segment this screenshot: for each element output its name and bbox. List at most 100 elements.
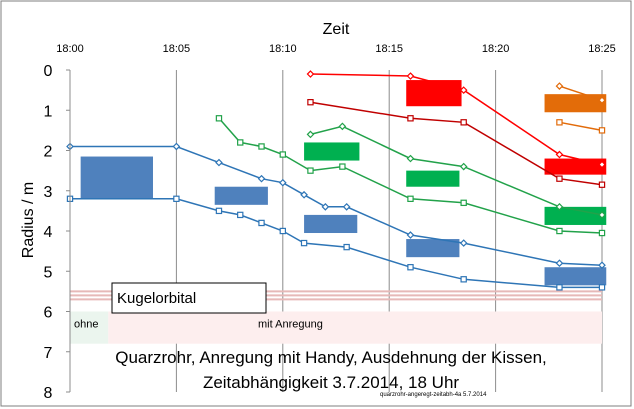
- blue-diamond-point-1: [172, 142, 181, 151]
- y-tick-label-0: 0: [44, 63, 53, 80]
- blue-diamond-point-9: [459, 239, 468, 247]
- blue-square-point-9: [460, 276, 467, 283]
- y-tick-label-5: 5: [44, 264, 53, 281]
- block-layer: [80, 80, 607, 286]
- x-tick-label-1: 18:05: [163, 43, 191, 55]
- blue-block-2: [214, 186, 268, 205]
- y-tick-label-7: 7: [44, 345, 53, 362]
- blue-block-3: [304, 214, 358, 234]
- blue-square-point-4: [258, 219, 265, 227]
- red-square-point-0: [307, 98, 314, 106]
- green-block-1: [304, 142, 360, 161]
- ohne-band-label: ohne: [74, 319, 98, 331]
- blue-block-5: [544, 267, 607, 286]
- y-tick-label-4: 4: [44, 224, 53, 241]
- green-diamond-line: [310, 125, 603, 216]
- chart-title: Quarzrohr, Anregung mit Handy, Ausdehnun…: [115, 348, 547, 367]
- legend-group: Kugelorbital: [111, 282, 267, 314]
- orange-square-line: [559, 121, 603, 132]
- blue-diamond-point-4: [278, 178, 287, 187]
- chart-subtitle: Zeitabhängigkeit 3.7.2014, 18 Uhr: [203, 373, 459, 392]
- green-diamond-point-5: [598, 211, 606, 219]
- blue-square-point-1: [173, 195, 180, 202]
- anregung-band-label: mit Anregung: [258, 319, 323, 331]
- green-square-point-8: [556, 227, 563, 235]
- y-tick-label-8: 8: [44, 385, 53, 402]
- blue-diamond-point-10: [555, 259, 564, 268]
- x-tick-label-2: 18:10: [269, 43, 297, 55]
- ohne-band: [70, 311, 109, 344]
- y-tick-label-2: 2: [44, 144, 53, 161]
- green-diamond-point-2: [406, 154, 415, 163]
- red-diamond-point-4: [598, 160, 606, 169]
- blue-diamond-point-5: [300, 190, 308, 199]
- red-square-point-4: [598, 181, 606, 188]
- green-square-point-1: [237, 139, 244, 146]
- red-diamond-point-1: [406, 72, 415, 80]
- blue-square-point-3: [237, 211, 244, 219]
- blue-block-1: [80, 156, 153, 199]
- blue-diamond-point-6: [321, 203, 330, 211]
- blue-diamond-line: [70, 145, 603, 266]
- y-axis-title: Radius / m: [20, 182, 37, 258]
- blue-diamond-point-7: [342, 203, 351, 211]
- green-block-2: [406, 170, 460, 187]
- y-tick-label-6: 6: [44, 305, 53, 322]
- red-square-point-2: [460, 119, 467, 126]
- legend-box: [111, 282, 267, 314]
- green-square-point-6: [407, 195, 414, 202]
- axis-layer: 18:00 18:05 18:10 18:15 18:20 18:25 0 1 2 3 4 5 6 7 8: [44, 43, 616, 402]
- red-diamond-point-0: [306, 70, 315, 78]
- x-tick-label-3: 18:15: [375, 43, 403, 55]
- x-tick-label-0: 18:00: [56, 43, 84, 55]
- green-block-3: [544, 206, 607, 225]
- green-square-point-4: [307, 167, 314, 174]
- green-diamond-point-0: [306, 130, 315, 139]
- green-square-point-3: [279, 151, 287, 158]
- y-tick-label-3: 3: [44, 184, 53, 201]
- legend-label: Kugelorbital: [117, 290, 196, 307]
- series-layer: [66, 70, 606, 291]
- blue-square-point-2: [215, 207, 223, 215]
- green-square-line: [218, 117, 603, 234]
- x-tick-label-5: 18:25: [588, 43, 616, 55]
- blue-diamond-point-11: [598, 261, 606, 270]
- green-square-point-0: [215, 115, 223, 122]
- x-tick-label-4: 18:20: [482, 43, 510, 55]
- blue-diamond-point-8: [406, 231, 415, 239]
- green-diamond-point-4: [555, 203, 564, 211]
- orange-square-point-1: [598, 127, 606, 134]
- blue-square-point-10: [556, 284, 563, 291]
- red-block-1: [406, 80, 462, 107]
- blue-square-point-7: [343, 243, 350, 251]
- red-block-2: [544, 158, 607, 175]
- green-square-point-7: [460, 199, 467, 207]
- red-square-point-3: [556, 175, 563, 182]
- x-axis-title: Zeit: [323, 21, 350, 38]
- blue-diamond-point-2: [215, 158, 223, 167]
- blue-square-point-6: [300, 239, 308, 247]
- orange-diamond-line: [559, 85, 603, 101]
- red-diamond-point-3: [555, 150, 564, 159]
- red-diamond-point-2: [459, 86, 468, 94]
- blue-diamond-point-3: [257, 174, 266, 183]
- green-diamond-point-3: [459, 162, 468, 171]
- blue-square-point-11: [598, 284, 606, 291]
- blue-square-line: [70, 198, 602, 289]
- blue-square-point-5: [279, 227, 287, 235]
- y-tick-label-1: 1: [44, 103, 53, 120]
- orange-square-point-0: [556, 119, 563, 126]
- orange-diamond-point-1: [598, 96, 606, 105]
- anregung-band: [108, 311, 602, 344]
- red-square-point-1: [407, 115, 414, 122]
- green-square-point-2: [258, 143, 265, 150]
- orange-block-1: [544, 94, 607, 113]
- blue-block-4: [406, 239, 460, 258]
- blue-square-point-8: [407, 264, 414, 271]
- green-square-point-5: [339, 163, 346, 170]
- green-diamond-point-1: [338, 122, 347, 131]
- orange-diamond-point-0: [555, 82, 564, 90]
